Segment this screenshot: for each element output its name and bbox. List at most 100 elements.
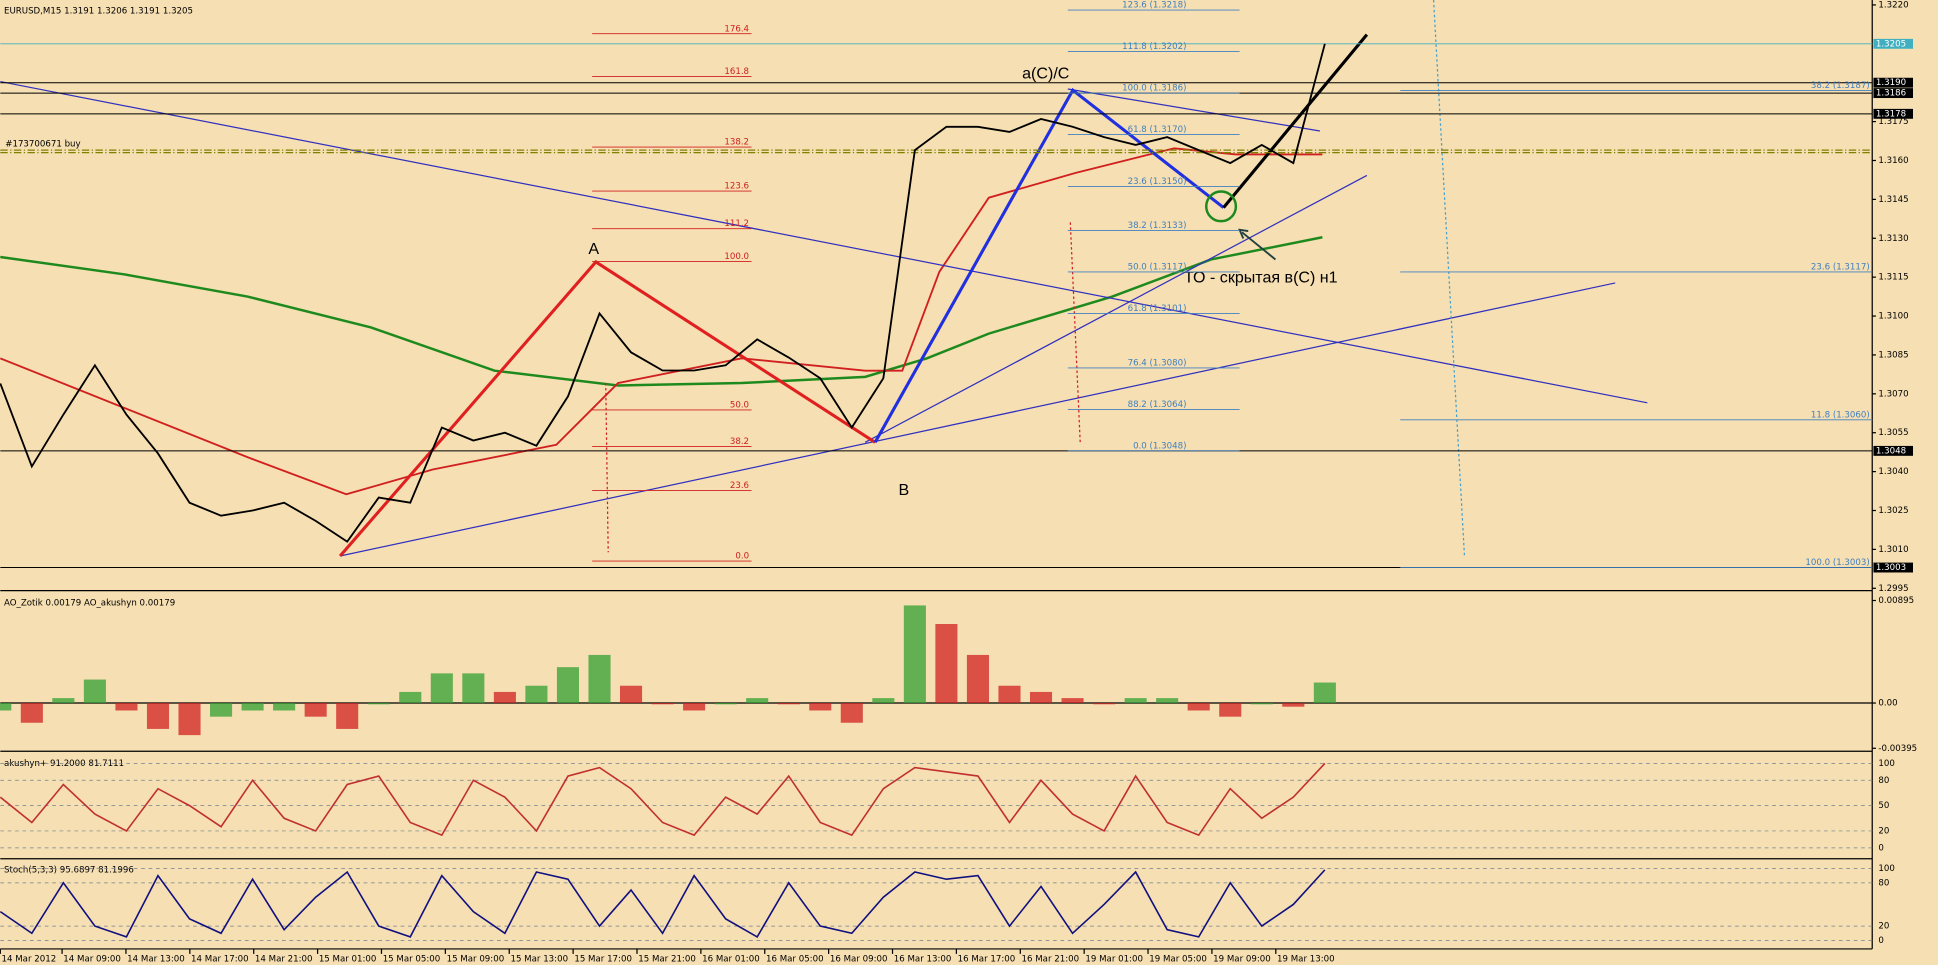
fib-label: 23.6 [730,481,749,491]
y-tick-label: 1.3040 [1878,467,1908,477]
level-box [1873,88,1913,99]
x-tick-label: 16 Mar 13:00 [894,954,952,964]
fib-label: 161.8 [724,67,749,77]
y-tick-label: -0.00395 [1878,744,1917,754]
y-tick-label: 1.3010 [1878,545,1908,555]
ao-bar [1061,698,1084,704]
x-tick-label: 15 Mar 01:00 [319,954,377,964]
x-tick-label: 15 Mar 09:00 [447,954,505,964]
panel-title: Stoch(5,3,3) 95.6897 81.1996 [4,865,134,875]
x-tick-label: 16 Mar 17:00 [958,954,1016,964]
panel-borders [0,0,1873,950]
x-tick-label: 19 Mar 05:00 [1149,954,1207,964]
ao-bar [146,703,170,729]
trend-line [339,282,1616,557]
x-tick-label: 16 Mar 21:00 [1022,954,1080,964]
x-tick-label: 14 Mar 13:00 [127,954,185,964]
ao-bar [840,703,863,723]
x-tick-label: 15 Mar 13:00 [510,954,568,964]
fib-label: 88.2 (1.3064) [1128,400,1187,410]
x-tick-label: 15 Mar 21:00 [638,954,696,964]
y-tick-label: 1.3070 [1878,389,1908,399]
fib-label: 123.6 [724,182,749,192]
highlight-circle [1204,190,1238,223]
y-tick-label: 1.3130 [1878,234,1908,244]
fib-label: 111.8 (1.3202) [1122,42,1186,52]
fib-label: 50.0 [730,400,749,410]
arrow [1241,231,1277,261]
fib-line [1069,222,1081,443]
x-tick-label: 14 Mar 17:00 [191,954,249,964]
fib-label: 0.0 (1.3048) [1133,441,1186,451]
fib-label: 61.8 (1.3170) [1128,125,1187,135]
annotation: A [588,240,599,258]
x-tick-label: 16 Mar 01:00 [702,954,760,964]
ao-bar [1029,691,1053,704]
fib-label: 123.6 (1.3218) [1122,1,1186,11]
arrow [1238,228,1249,239]
ao-bar [998,685,1021,704]
level-box [1873,77,1913,88]
trend-line [864,174,1368,443]
ao-bar [619,685,643,704]
y-tick-label: 1.3100 [1878,312,1908,322]
annotation: a(C)/C [1022,64,1069,82]
ao-bar [872,698,895,704]
level-label: 1.3003 [1876,563,1906,573]
x-tick-label: 15 Mar 17:00 [574,954,632,964]
ao-bar [273,703,296,711]
ao-bar [1187,703,1210,711]
y-tick-label: 1.3085 [1878,350,1908,360]
level-label: 1.3190 [1876,78,1906,88]
wave-line [873,87,1225,444]
ao-bar [83,679,106,704]
x-tick-label: 19 Mar 13:00 [1277,954,1335,964]
fib-line [605,383,609,553]
oscillator-line [0,762,1326,837]
ao-bar [367,703,390,705]
fib-label: 100.0 [724,252,749,262]
x-tick-label: 14 Mar 2012 [2,954,57,964]
ao-bar [20,703,43,723]
fib-line [1432,0,1466,557]
ao-bar [683,703,706,711]
oscillator-line [0,869,1326,938]
fib-label: 111.2 [724,219,749,229]
x-tick-label: 19 Mar 01:00 [1085,954,1143,964]
ao-bar [399,691,422,704]
y-tick-label: 0 [1878,843,1884,853]
ao-bar [210,703,233,717]
y-tick-label: 0.00 [1878,699,1897,709]
ao-bar [903,605,926,704]
ao-bar [935,623,958,704]
x-tick-label: 16 Mar 05:00 [766,954,824,964]
fib-label: 61.8 (1.3101) [1128,304,1187,314]
ao-bar [525,685,548,704]
moving-average [0,236,1323,387]
level-box [1873,108,1913,119]
ao-bar [651,703,674,705]
y-tick-label: 20 [1878,826,1889,836]
x-tick-label: 14 Mar 09:00 [63,954,121,964]
y-tick-label: 1.3220 [1878,0,1908,10]
y-tick-label: 1.3025 [1878,506,1908,516]
level-box [1873,562,1913,573]
ao-bar [1124,698,1147,704]
fib-label: 100.0 (1.3003) [1805,558,1869,568]
y-tick-label: 50 [1878,801,1889,811]
wave-line [1222,33,1369,209]
y-tick-label: 80 [1878,878,1889,888]
annotation: B [899,481,910,499]
ao-bar [336,703,359,729]
x-tick-label: 16 Mar 09:00 [830,954,888,964]
fib-label: 76.4 (1.3080) [1128,358,1187,368]
ao-bar [52,698,75,704]
ao-bar [714,703,737,705]
price-line [0,43,1326,543]
level-box [1873,445,1913,456]
y-tick-label: 1.3160 [1878,156,1908,166]
y-tick-label: 100 [1878,864,1894,874]
x-tick-label: 15 Mar 05:00 [383,954,441,964]
panel-title: AO_Zotik 0.00179 AO_akushyn 0.00179 [4,598,175,608]
ao-bar [115,703,138,711]
